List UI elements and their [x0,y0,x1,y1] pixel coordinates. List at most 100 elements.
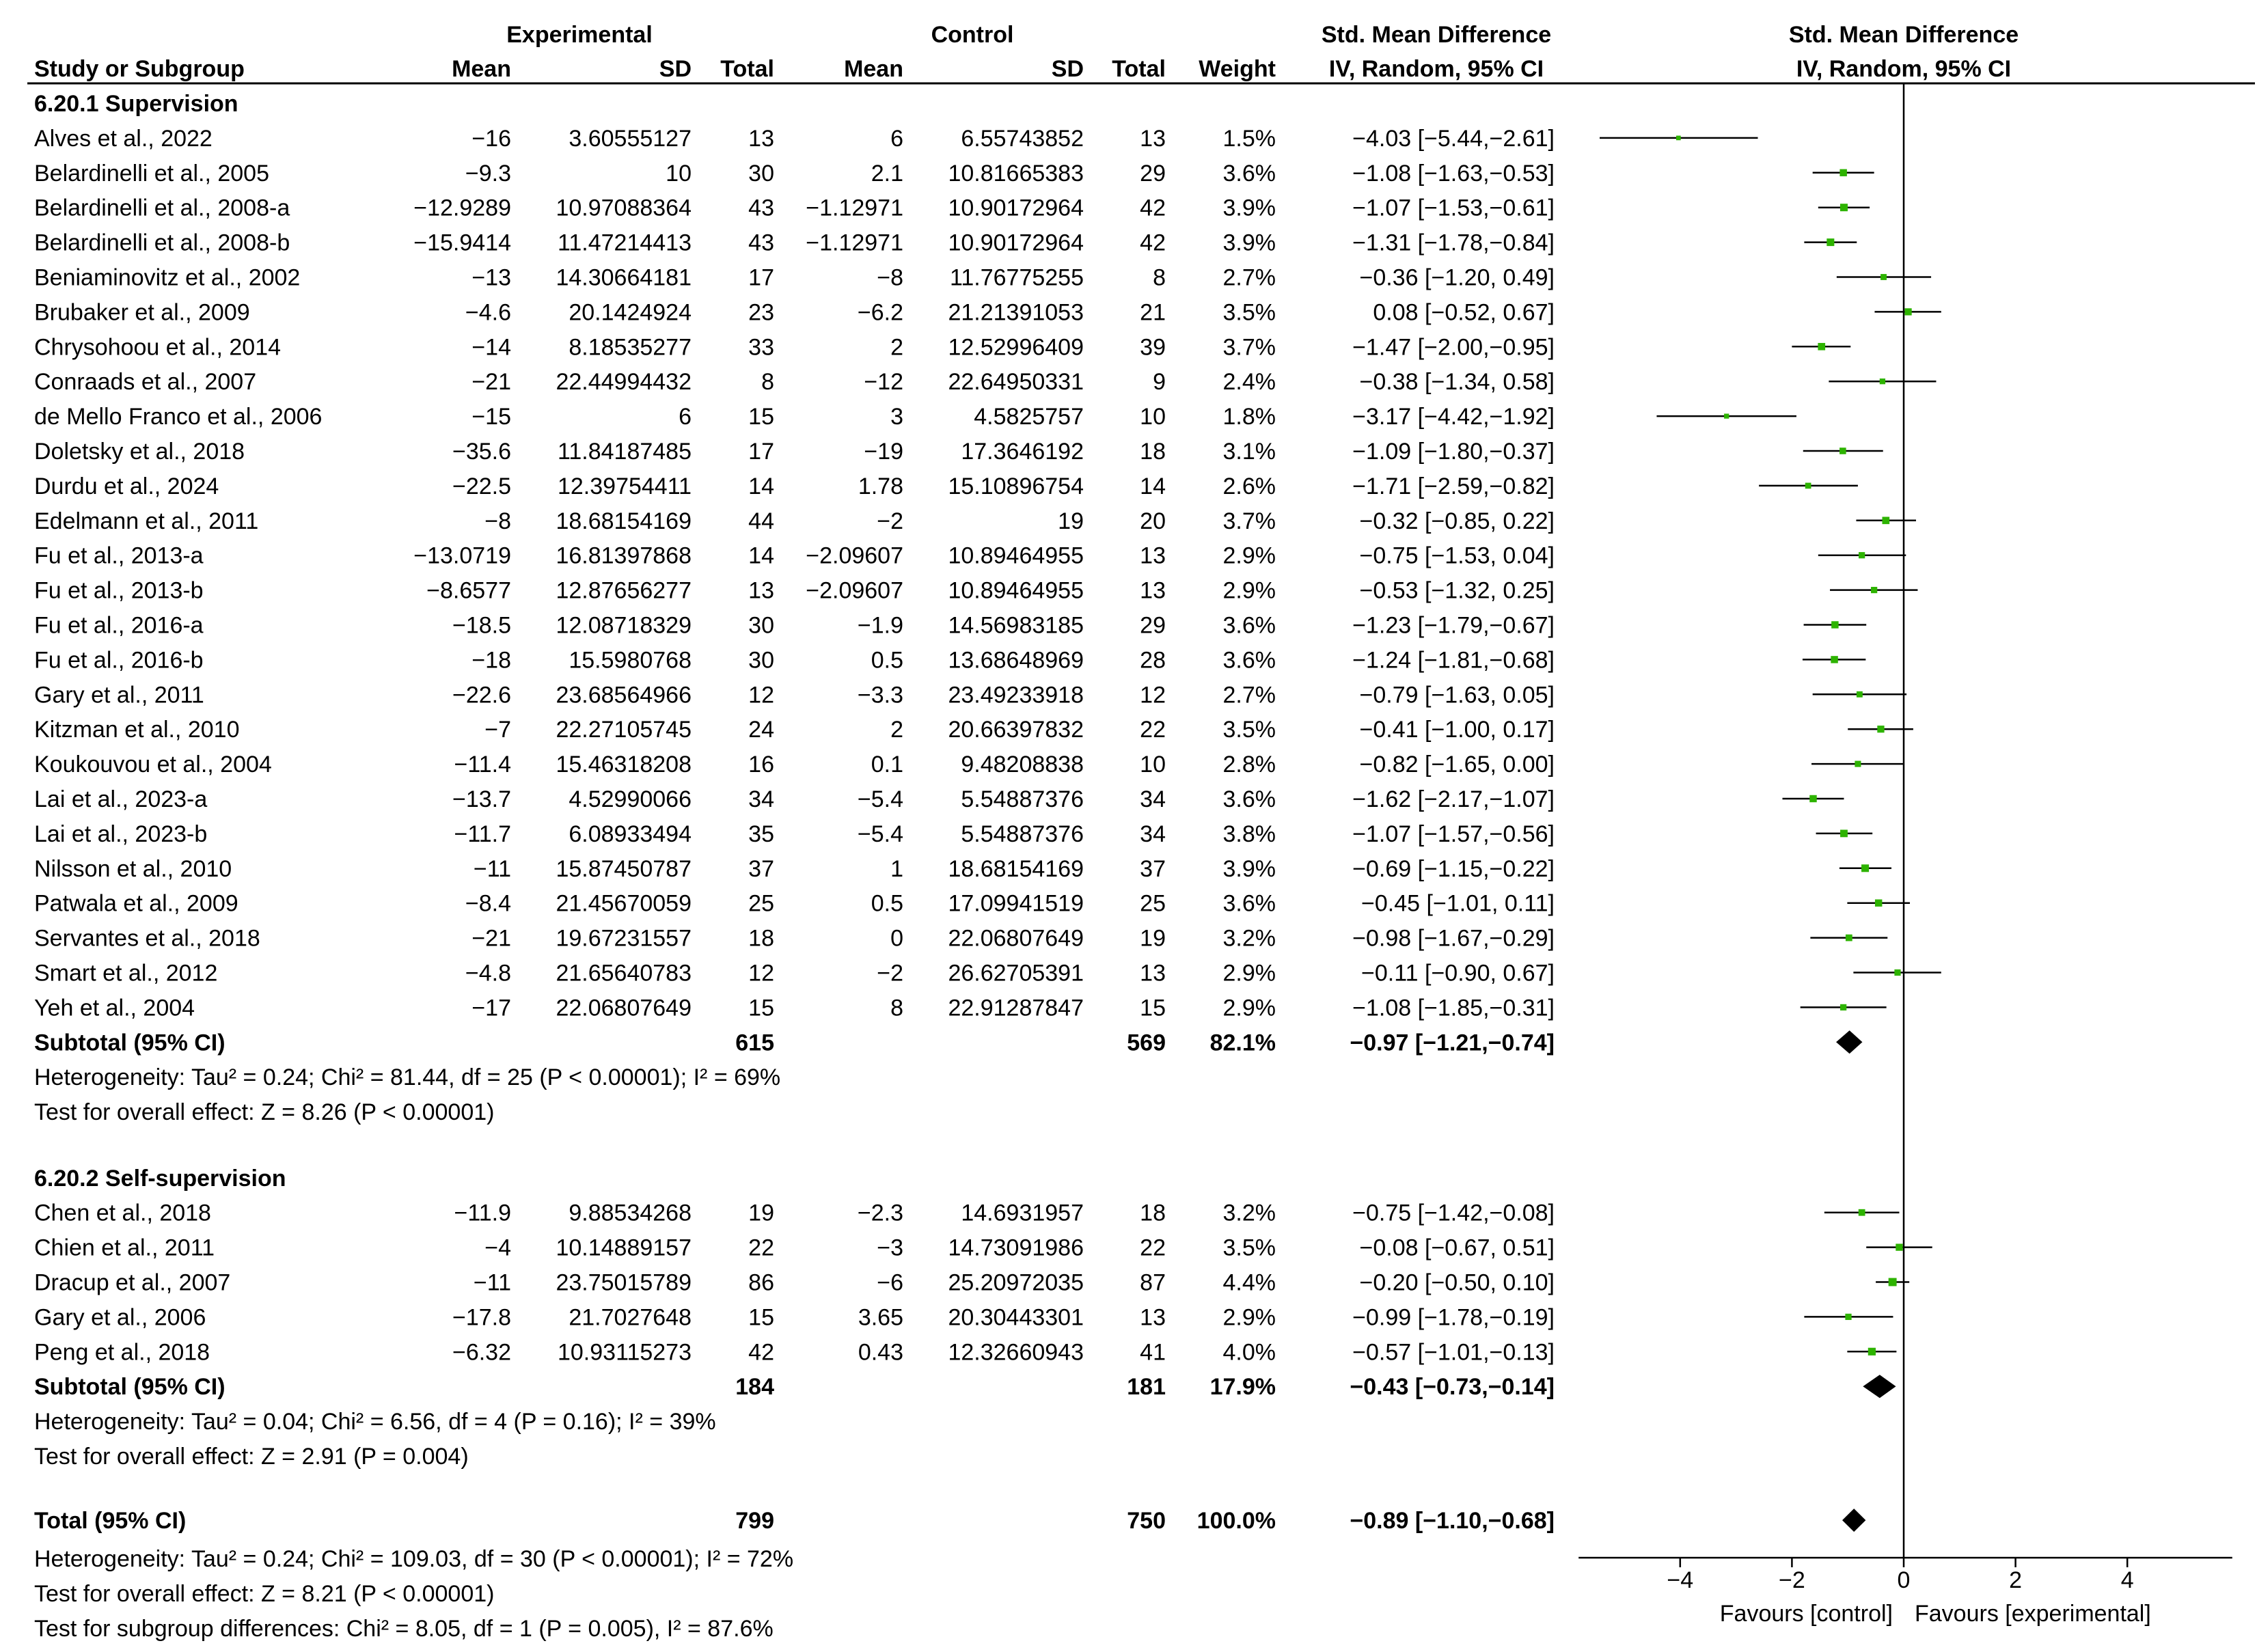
study-point [1879,378,1886,385]
study-total-experimental: 42 [748,1339,774,1365]
study-ci: −1.24 [−1.81,−0.68] [1352,647,1555,673]
study-name: Durdu et al., 2024 [34,473,219,499]
study-sd-experimental: 4.52990066 [569,786,692,812]
study-total-control: 41 [1140,1339,1166,1365]
study-point [1855,760,1861,767]
study-sd-control: 22.91287847 [948,995,1084,1021]
total-label: Total (95% CI) [34,1508,186,1534]
header-study: Study or Subgroup [34,56,245,82]
study-mean-experimental: −8.4 [465,891,511,917]
study-total-experimental: 17 [748,439,774,465]
study-total-control: 42 [1140,230,1166,256]
study-total-experimental: 15 [748,404,774,430]
study-sd-experimental: 10.93115273 [558,1339,692,1365]
study-ci: −1.23 [−1.79,−0.67] [1352,613,1555,639]
study-mean-control: −8 [877,265,903,291]
study-point [1839,204,1848,212]
study-name: Edelmann et al., 2011 [34,508,258,534]
study-mean-control: −3 [877,1235,903,1261]
study-name: Fu et al., 2016-b [34,647,204,673]
header-method-plot: IV, Random, 95% CI [1796,56,2011,82]
x-label-left: Favours [control] [1720,1601,1893,1627]
study-sd-control: 23.49233918 [948,682,1084,708]
study-mean-experimental: −11.9 [454,1200,511,1226]
study-total-control: 22 [1140,717,1166,743]
study-total-control: 13 [1140,1304,1166,1330]
subgroup-overall-effect: Test for overall effect: Z = 2.91 (P = 0… [34,1444,469,1470]
study-mean-experimental: −22.5 [452,473,511,499]
study-total-control: 34 [1140,786,1166,812]
study-weight: 3.5% [1223,299,1276,325]
study-weight: 3.7% [1223,508,1276,534]
header-sd-control: SD [1052,56,1084,82]
study-point [1675,135,1681,141]
study-name: de Mello Franco et al., 2006 [34,404,322,430]
study-total-control: 15 [1140,995,1166,1021]
study-mean-experimental: −13 [471,265,511,291]
study-mean-experimental: −18 [471,647,511,673]
study-point [1856,691,1863,698]
study-mean-experimental: −13.7 [452,786,511,812]
study-total-experimental: 34 [748,786,774,812]
study-sd-control: 5.54887376 [961,786,1084,812]
study-weight: 3.9% [1223,856,1276,882]
study-name: Chien et al., 2011 [34,1235,215,1261]
study-sd-experimental: 6.08933494 [569,821,692,847]
study-ci: −0.36 [−1.20, 0.49] [1360,265,1555,291]
study-name: Doletsky et al., 2018 [34,439,245,465]
study-sd-experimental: 10.97088364 [556,195,692,221]
study-total-control: 22 [1140,1235,1166,1261]
study-sd-experimental: 18.68154169 [556,508,692,534]
study-weight: 3.6% [1223,161,1276,187]
study-weight: 2.7% [1223,682,1276,708]
study-ci: −4.03 [−5.44,−2.61] [1352,126,1555,152]
study-ci: −1.09 [−1.80,−0.37] [1352,439,1555,465]
study-name: Smart et al., 2012 [34,961,217,987]
study-mean-control: 0.5 [871,647,903,673]
study-name: Belardinelli et al., 2008-b [34,230,290,256]
x-tick-label: −4 [1667,1567,1693,1593]
total-heterogeneity: Heterogeneity: Tau² = 0.24; Chi² = 109.0… [34,1546,793,1572]
study-mean-control: 8 [890,995,903,1021]
study-name: Fu et al., 2013-b [34,578,204,604]
study-total-experimental: 15 [748,995,774,1021]
x-tick-label: −2 [1779,1567,1805,1593]
study-total-experimental: 16 [748,752,774,777]
study-point [1827,238,1835,247]
study-point [1805,482,1811,489]
study-mean-control: 2.1 [871,161,903,187]
study-mean-control: −1.9 [858,613,903,639]
study-ci: −0.69 [−1.15,−0.22] [1352,856,1555,882]
study-sd-experimental: 9.88534268 [569,1200,692,1226]
header-total-experimental: Total [720,56,774,82]
study-weight: 2.9% [1223,578,1276,604]
study-name: Nilsson et al., 2010 [34,856,232,882]
study-name: Yeh et al., 2004 [34,995,195,1021]
study-point [1831,621,1839,629]
study-sd-control: 14.6931957 [961,1200,1084,1226]
study-point [1845,1313,1852,1321]
study-mean-control: 3.65 [858,1304,903,1330]
study-ci: −0.75 [−1.42,−0.08] [1352,1200,1555,1226]
study-weight: 3.2% [1223,926,1276,952]
study-name: Chrysohoou et al., 2014 [34,334,281,360]
study-total-control: 13 [1140,543,1166,569]
study-name: Lai et al., 2023-a [34,786,207,812]
study-mean-control: 1 [890,856,903,882]
study-weight: 2.6% [1223,473,1276,499]
study-sd-experimental: 19.67231557 [556,926,692,952]
study-sd-control: 9.48208838 [961,752,1084,777]
study-sd-experimental: 12.39754411 [558,473,692,499]
study-mean-control: 2 [890,717,903,743]
study-name: Servantes et al., 2018 [34,926,260,952]
study-sd-control: 25.20972035 [948,1270,1084,1296]
study-name: Alves et al., 2022 [34,126,213,152]
study-sd-control: 20.30443301 [948,1304,1084,1330]
study-sd-experimental: 20.1424924 [569,299,692,325]
study-sd-control: 4.5825757 [974,404,1084,430]
study-sd-control: 12.32660943 [948,1339,1084,1365]
study-mean-control: −19 [864,439,903,465]
study-total-experimental: 33 [748,334,774,360]
study-mean-control: 1.78 [858,473,903,499]
study-sd-control: 22.06807649 [948,926,1084,952]
